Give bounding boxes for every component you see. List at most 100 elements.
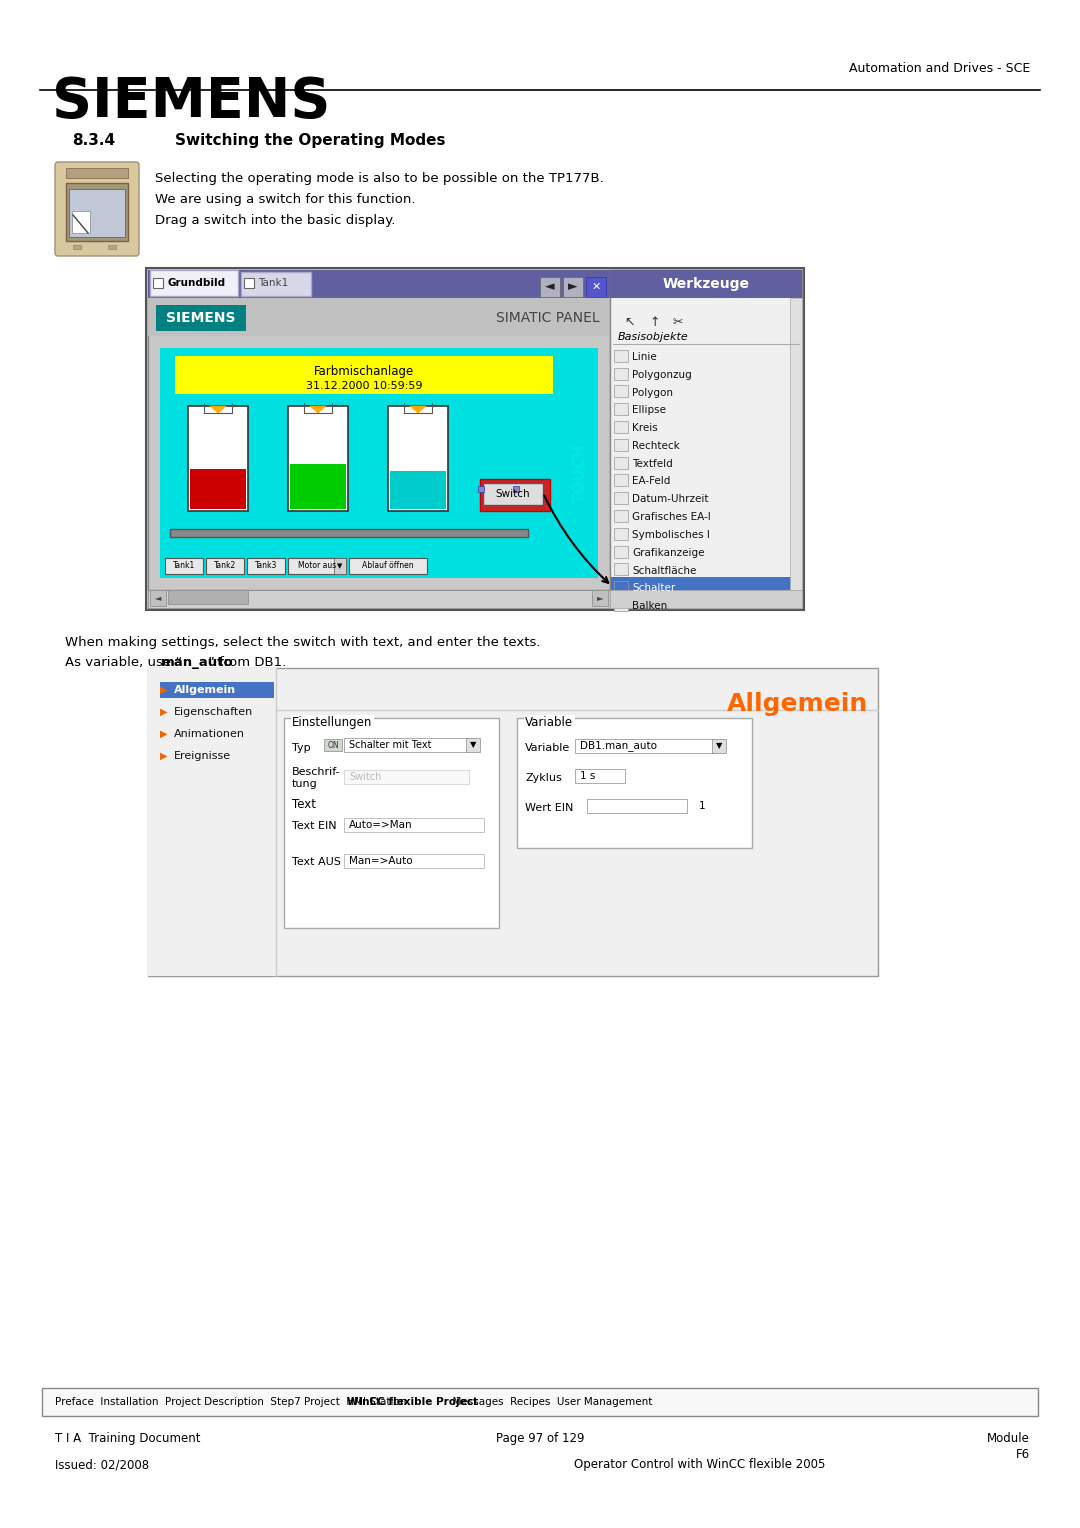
Text: Operator Control with WinCC flexible 2005: Operator Control with WinCC flexible 200… xyxy=(575,1458,826,1471)
Bar xyxy=(42,1387,1038,1416)
Bar xyxy=(390,471,446,509)
Bar xyxy=(615,564,627,576)
Bar xyxy=(615,368,627,379)
Text: As variable, use “: As variable, use “ xyxy=(65,656,183,669)
Text: Schalter mit Text: Schalter mit Text xyxy=(349,740,432,750)
Bar xyxy=(610,590,802,608)
Polygon shape xyxy=(410,406,418,413)
Text: TOUCH: TOUCH xyxy=(572,443,588,503)
Text: Datum-Uhrzeit: Datum-Uhrzeit xyxy=(632,494,708,504)
Text: ✂: ✂ xyxy=(673,315,684,329)
Text: Allgemein: Allgemein xyxy=(174,685,237,695)
Text: ” from DB1.: ” from DB1. xyxy=(208,656,287,669)
Text: ◄: ◄ xyxy=(545,281,555,293)
Text: SIEMENS: SIEMENS xyxy=(52,75,330,128)
Bar xyxy=(513,486,519,492)
Text: Grafikanzeige: Grafikanzeige xyxy=(632,547,704,558)
Text: Polygon: Polygon xyxy=(632,388,673,397)
Bar xyxy=(190,469,246,509)
Text: Eigenschaften: Eigenschaften xyxy=(174,707,253,717)
Bar xyxy=(615,457,627,469)
Bar xyxy=(615,581,627,593)
Bar xyxy=(345,854,484,868)
Bar xyxy=(247,558,285,575)
Bar xyxy=(170,529,528,536)
Text: WinCC flexible Project: WinCC flexible Project xyxy=(347,1397,477,1407)
Text: Einstellungen: Einstellungen xyxy=(292,717,373,729)
Text: Ellipse: Ellipse xyxy=(632,405,666,416)
Bar xyxy=(615,545,627,558)
Bar xyxy=(148,590,610,608)
Bar xyxy=(611,578,801,594)
Text: ↑: ↑ xyxy=(650,315,660,329)
Text: SIEMENS: SIEMENS xyxy=(166,312,235,325)
Text: F6: F6 xyxy=(1016,1449,1030,1461)
Bar xyxy=(349,558,427,575)
Text: Rechteck: Rechteck xyxy=(632,442,679,451)
Text: Page 97 of 129: Page 97 of 129 xyxy=(496,1432,584,1445)
Text: Tank1: Tank1 xyxy=(258,278,288,287)
Text: man_auto: man_auto xyxy=(161,656,234,669)
Bar xyxy=(563,277,583,296)
Bar xyxy=(615,422,627,432)
Bar xyxy=(72,211,90,232)
Text: Issued: 02/2008: Issued: 02/2008 xyxy=(55,1458,149,1471)
Text: Wert EIN: Wert EIN xyxy=(525,804,573,813)
Text: ►: ► xyxy=(568,281,578,293)
Text: 1: 1 xyxy=(699,801,705,811)
Polygon shape xyxy=(418,406,426,413)
Polygon shape xyxy=(318,406,326,413)
Text: ►: ► xyxy=(597,593,604,602)
Text: Schaltfläche: Schaltfläche xyxy=(632,565,697,576)
Bar xyxy=(66,183,129,241)
Text: EA-Feld: EA-Feld xyxy=(632,477,671,486)
Text: Linie: Linie xyxy=(632,351,657,362)
Text: Switch: Switch xyxy=(349,772,381,782)
Bar xyxy=(345,817,484,833)
Bar xyxy=(615,599,627,611)
Bar xyxy=(712,740,726,753)
Text: ON: ON xyxy=(327,741,339,750)
Bar xyxy=(388,406,448,510)
Text: Farbmischanlage: Farbmischanlage xyxy=(314,365,414,379)
Text: Polygonzug: Polygonzug xyxy=(632,370,692,379)
Bar xyxy=(148,298,610,590)
Bar xyxy=(108,244,116,249)
Bar xyxy=(66,168,129,177)
Text: Werkzeuge: Werkzeuge xyxy=(662,277,750,290)
Bar xyxy=(517,718,752,848)
Bar xyxy=(241,272,311,296)
Bar xyxy=(588,799,687,813)
Text: ↖: ↖ xyxy=(624,315,635,329)
Bar xyxy=(465,738,480,752)
Text: Text AUS: Text AUS xyxy=(292,857,341,866)
Text: 31.12.2000 10:59:59: 31.12.2000 10:59:59 xyxy=(306,380,422,391)
Bar xyxy=(478,486,484,492)
Bar xyxy=(610,270,802,298)
Text: Drag a switch into the basic display.: Drag a switch into the basic display. xyxy=(156,214,395,228)
Bar xyxy=(160,681,274,698)
Text: Tank1: Tank1 xyxy=(173,561,195,570)
Text: We are using a switch for this function.: We are using a switch for this function. xyxy=(156,193,416,206)
Text: Variable: Variable xyxy=(525,743,570,753)
Text: Switch: Switch xyxy=(496,489,530,500)
Text: Variable: Variable xyxy=(525,717,573,729)
Bar xyxy=(244,278,254,287)
Bar xyxy=(592,590,608,607)
Bar xyxy=(615,492,627,504)
Bar xyxy=(291,465,346,509)
Bar xyxy=(148,668,878,976)
Bar xyxy=(789,298,802,590)
Text: Beschrif-: Beschrif- xyxy=(292,767,340,778)
Bar xyxy=(148,668,276,976)
Bar xyxy=(615,527,627,539)
Text: Auto=>Man: Auto=>Man xyxy=(349,821,413,830)
Text: Ablauf öffnen: Ablauf öffnen xyxy=(362,561,414,570)
Text: Motor aus: Motor aus xyxy=(298,561,336,570)
Text: Ereignisse: Ereignisse xyxy=(174,750,231,761)
Bar xyxy=(288,406,348,510)
Text: tung: tung xyxy=(292,779,318,788)
Bar xyxy=(586,277,606,296)
Bar xyxy=(156,306,246,332)
Text: Messages  Recipes  User Management: Messages Recipes User Management xyxy=(446,1397,652,1407)
